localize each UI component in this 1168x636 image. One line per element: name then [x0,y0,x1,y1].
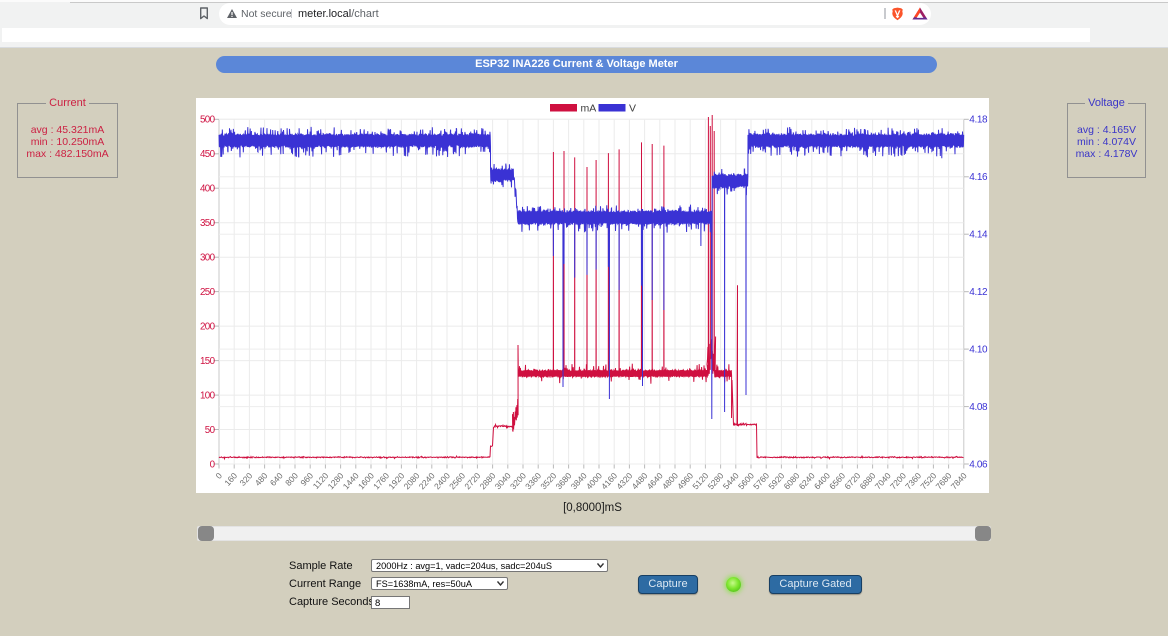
svg-text:4.16: 4.16 [969,172,988,183]
svg-text:250: 250 [200,287,216,298]
svg-text:0: 0 [210,459,216,470]
svg-text:4.10: 4.10 [969,345,988,356]
svg-text:150: 150 [200,356,216,367]
svg-text:4.08: 4.08 [969,402,988,413]
svg-text:350: 350 [200,218,216,229]
svg-text:4.18: 4.18 [969,115,988,126]
svg-text:300: 300 [200,253,216,264]
svg-text:4.12: 4.12 [969,287,988,298]
svg-text:500: 500 [200,115,216,126]
svg-text:0: 0 [213,470,224,480]
svg-text:4.14: 4.14 [969,230,988,241]
svg-text:100: 100 [200,391,216,402]
svg-text:mA: mA [581,103,597,115]
svg-text:450: 450 [200,149,216,160]
svg-text:200: 200 [200,322,216,333]
svg-text:50: 50 [205,425,216,436]
svg-text:4.06: 4.06 [969,459,988,470]
svg-text:400: 400 [200,184,216,195]
svg-text:V: V [629,103,636,115]
